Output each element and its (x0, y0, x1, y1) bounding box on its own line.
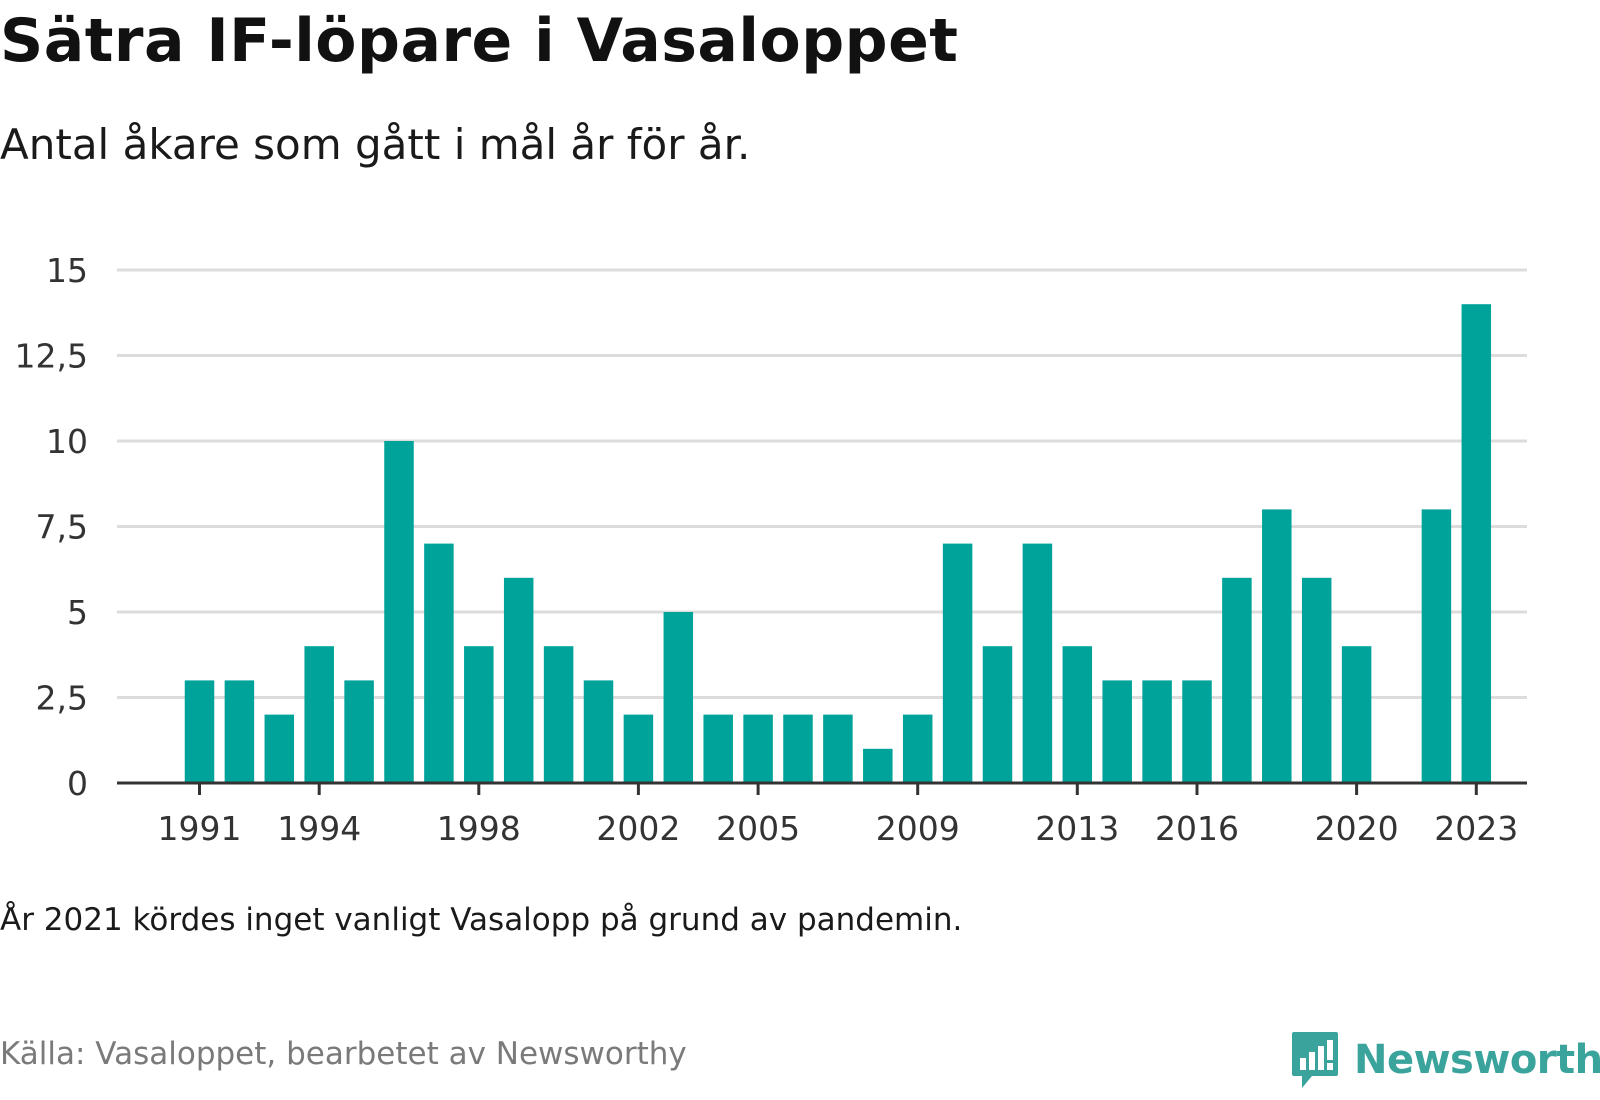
bar-chart: 0 2,5 5 7,5 10 12,5 15 1991 1994 1998 2002 2005 200… (15, 251, 1527, 848)
y-tick-label: 2,5 (36, 679, 88, 718)
bar-1994 (304, 646, 334, 783)
y-tick-label: 10 (46, 422, 88, 461)
bar-1995 (344, 680, 374, 783)
footnote: År 2021 kördes inget vanligt Vasalopp på… (0, 902, 963, 938)
y-tick-label: 15 (46, 251, 88, 290)
bar-1991 (184, 680, 215, 783)
bar-2001 (583, 680, 614, 783)
brand-name: Newsworthy (1354, 1037, 1600, 1083)
bar-1996 (384, 441, 414, 783)
bar-2007 (823, 714, 853, 783)
chart-subtitle: Antal åkare som gått i mål år för år. (0, 120, 751, 169)
bar-2022 (1421, 509, 1452, 783)
x-tick-label: 2023 (1434, 809, 1518, 848)
bar-2006 (783, 714, 813, 783)
bar-2003 (663, 612, 694, 783)
bar-2016 (1182, 680, 1212, 783)
x-tick-label: 2005 (716, 809, 800, 848)
x-tick-label: 2020 (1315, 809, 1399, 848)
brand-logo: Newsworthy (1290, 1020, 1600, 1100)
bar-2014 (1102, 680, 1132, 783)
x-tick-label: 2016 (1155, 809, 1239, 848)
bar-2010 (942, 543, 973, 783)
chart-title: Sätra IF-löpare i Vasaloppet (0, 6, 959, 76)
bar-2018 (1262, 509, 1292, 783)
bar-chart-speech-icon (1292, 1032, 1338, 1088)
bar-2009 (902, 714, 933, 783)
x-tick-label: 2002 (596, 809, 680, 848)
bar-2023 (1461, 304, 1492, 783)
bars (184, 304, 1492, 783)
y-tick-label: 0 (67, 764, 88, 803)
bar-1992 (224, 680, 255, 783)
bar-1998 (464, 646, 494, 783)
x-tick-label: 2009 (876, 809, 960, 848)
bar-2000 (543, 646, 574, 783)
bar-2004 (703, 714, 733, 783)
bar-2011 (982, 646, 1013, 783)
bar-2005 (743, 714, 773, 783)
x-tick-label: 2013 (1035, 809, 1119, 848)
source-credit: Källa: Vasaloppet, bearbetet av Newswort… (0, 1036, 687, 1072)
x-tick-label: 1998 (437, 809, 521, 848)
y-axis-ticks: 0 2,5 5 7,5 10 12,5 15 (15, 251, 88, 803)
bar-1997 (424, 543, 454, 783)
y-tick-label: 12,5 (15, 337, 88, 376)
bar-2013 (1062, 646, 1093, 783)
bar-2002 (623, 714, 654, 783)
bar-2012 (1022, 543, 1053, 783)
bar-2019 (1301, 577, 1332, 783)
bar-2008 (863, 748, 893, 783)
bar-1999 (503, 577, 534, 783)
y-tick-label: 7,5 (36, 508, 88, 547)
bar-1993 (264, 714, 295, 783)
bar-2017 (1222, 577, 1252, 783)
x-tick-label: 1994 (277, 809, 361, 848)
bar-2020 (1341, 646, 1372, 783)
grid-lines (117, 268, 1527, 699)
y-tick-label: 5 (67, 593, 88, 632)
bar-2015 (1142, 680, 1172, 783)
x-axis: 1991 1994 1998 2002 2005 2009 2013 2016 2020 2023 (117, 781, 1527, 848)
x-tick-label: 1991 (158, 809, 242, 848)
